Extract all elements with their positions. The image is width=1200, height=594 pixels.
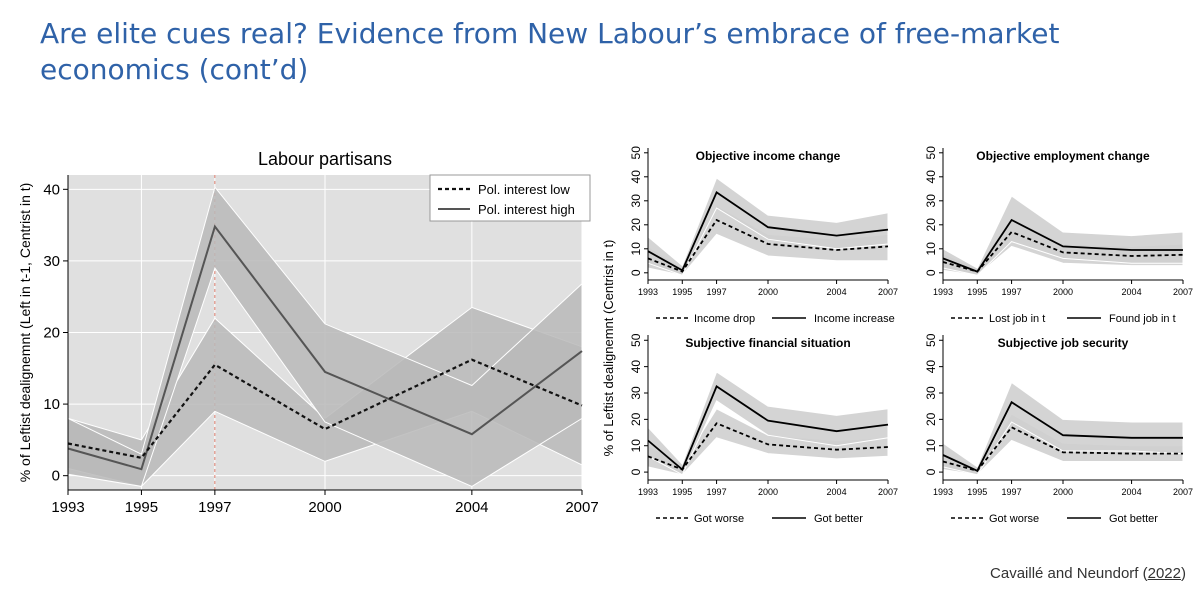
main-chart: 0 10 20 30 40 1993 1995 1997 2000 2004 2007 Labour … (17, 149, 599, 516)
x-tick-label: 2004 (1122, 487, 1142, 497)
x-tick-label: 1997 (707, 287, 727, 297)
legend-label-pol-interest-high: Pol. interest high (478, 202, 575, 217)
y-tick-label: 40 (924, 170, 938, 184)
ci-band-pol-interest-high (67, 186, 583, 487)
panel-title: Subjective financial situation (685, 336, 850, 350)
x-tick-label: 2007 (1173, 287, 1193, 297)
x-tick-label: 1993 (638, 287, 658, 297)
x-tick-label: 1993 (638, 487, 658, 497)
legend-label-dashed: Lost job in t (989, 313, 1045, 325)
panel-title: Subjective job security (998, 336, 1129, 350)
legend-box (429, 174, 591, 222)
legend-label-solid: Income increase (814, 313, 895, 325)
y-tick-label: 40 (924, 360, 938, 374)
legend-label-pol-interest-low: Pol. interest low (478, 182, 570, 197)
y-tick-label: 0 (924, 269, 938, 276)
panel-title: Objective employment change (976, 149, 1150, 163)
y-tick-label: 30 (629, 386, 643, 400)
y-tick-label: 10 (629, 242, 643, 256)
y-tick-label: 40 (43, 181, 60, 198)
legend-label-solid: Found job in t (1109, 313, 1176, 325)
y-tick-label: 20 (43, 325, 60, 342)
y-tick-label: 40 (629, 360, 643, 374)
x-tick-label: 2007 (1173, 487, 1193, 497)
x-tick-label: 1995 (125, 499, 158, 516)
x-tick-label: 2004 (827, 287, 847, 297)
x-tick-label: 1997 (198, 499, 231, 516)
series-line-dashed (647, 422, 889, 471)
y-tick-label: 10 (924, 439, 938, 453)
small-chart-financial: 0 10 20 30 40 50 1993 1995 1997 2000 2004 2007 Subje… (629, 333, 898, 525)
y-tick-label: 20 (629, 412, 643, 426)
y-tick-label: 50 (629, 146, 643, 160)
citation-authors: Cavaillé and Neundorf ( (990, 565, 1148, 582)
y-tick-label: 10 (629, 439, 643, 453)
legend-label-dashed: Got worse (694, 513, 744, 525)
small-chart-income: 0 10 20 30 40 50 1993 1995 1997 2000 2004 2007 Objec… (601, 146, 898, 457)
panel-title: Objective income change (696, 149, 841, 163)
x-tick-label: 2000 (1053, 287, 1073, 297)
y-tick-label: 30 (924, 194, 938, 208)
y-tick-label: 30 (629, 194, 643, 208)
citation-close: ) (1181, 565, 1186, 582)
small-chart-job-security: 0 10 20 30 40 50 1993 1995 1997 2000 2004 2007 Subje… (924, 333, 1193, 525)
y-axis-title: % of Leftist dealignemnt (Left in t-1, C… (17, 183, 33, 483)
x-tick-label: 1995 (672, 487, 692, 497)
x-tick-label: 1995 (967, 287, 987, 297)
citation-year-link[interactable]: 2022 (1147, 565, 1181, 582)
y-tick-label: 30 (43, 253, 60, 270)
citation: Cavaillé and Neundorf (2022) (990, 565, 1186, 582)
series-line-dashed (942, 426, 1183, 472)
y-tick-label: 0 (629, 269, 643, 276)
y-tick-label: 10 (924, 242, 938, 256)
x-tick-label: 2007 (565, 499, 598, 516)
y-tick-label: 0 (629, 468, 643, 475)
series-line-solid (647, 385, 889, 471)
x-tick-label: 1997 (1002, 487, 1022, 497)
series-line-pol-interest-high (67, 224, 583, 471)
legend-label-solid: Got better (814, 513, 863, 525)
x-tick-label: 2000 (308, 499, 341, 516)
y-tick-label: 30 (924, 386, 938, 400)
legend-label-dashed: Income drop (694, 313, 755, 325)
legend-label-solid: Got better (1109, 513, 1158, 525)
y-tick-label: 10 (43, 396, 60, 413)
x-tick-label: 2000 (1053, 487, 1073, 497)
x-tick-label: 2004 (827, 487, 847, 497)
x-tick-label: 1993 (51, 499, 84, 516)
y-tick-label: 20 (629, 218, 643, 232)
y-tick-label: 50 (629, 333, 643, 347)
x-tick-label: 2004 (455, 499, 488, 516)
x-tick-label: 1997 (707, 487, 727, 497)
y-tick-label: 50 (924, 146, 938, 160)
legend-label-dashed: Got worse (989, 513, 1039, 525)
y-tick-label: 20 (924, 412, 938, 426)
series-line-solid (942, 400, 1183, 472)
x-tick-label: 1995 (967, 487, 987, 497)
x-tick-label: 2000 (758, 487, 778, 497)
x-tick-label: 2007 (878, 487, 898, 497)
small-chart-employment: 0 10 20 30 40 50 1993 1995 1997 2000 2004 2007 Objec… (924, 146, 1193, 325)
slide-title: Are elite cues real? Evidence from New L… (40, 17, 1060, 86)
chart-title: Labour partisans (258, 149, 392, 169)
y-axis-title: % of Leftist dealignemnt (Centrist in t) (601, 240, 616, 457)
x-tick-label: 2004 (1122, 287, 1142, 297)
series-line-dashed (647, 218, 889, 273)
series-line-solid (942, 218, 1183, 273)
x-tick-label: 2007 (878, 287, 898, 297)
x-tick-label: 2000 (758, 287, 778, 297)
y-tick-label: 0 (924, 468, 938, 475)
series-line-solid (647, 191, 889, 272)
x-tick-label: 1993 (933, 287, 953, 297)
y-tick-label: 0 (52, 468, 60, 485)
x-tick-label: 1993 (933, 487, 953, 497)
y-tick-label: 20 (924, 218, 938, 232)
y-tick-label: 50 (924, 333, 938, 347)
x-tick-label: 1997 (1002, 287, 1022, 297)
ci-band-solid (647, 371, 889, 476)
x-tick-label: 1995 (672, 287, 692, 297)
y-tick-label: 40 (629, 170, 643, 184)
